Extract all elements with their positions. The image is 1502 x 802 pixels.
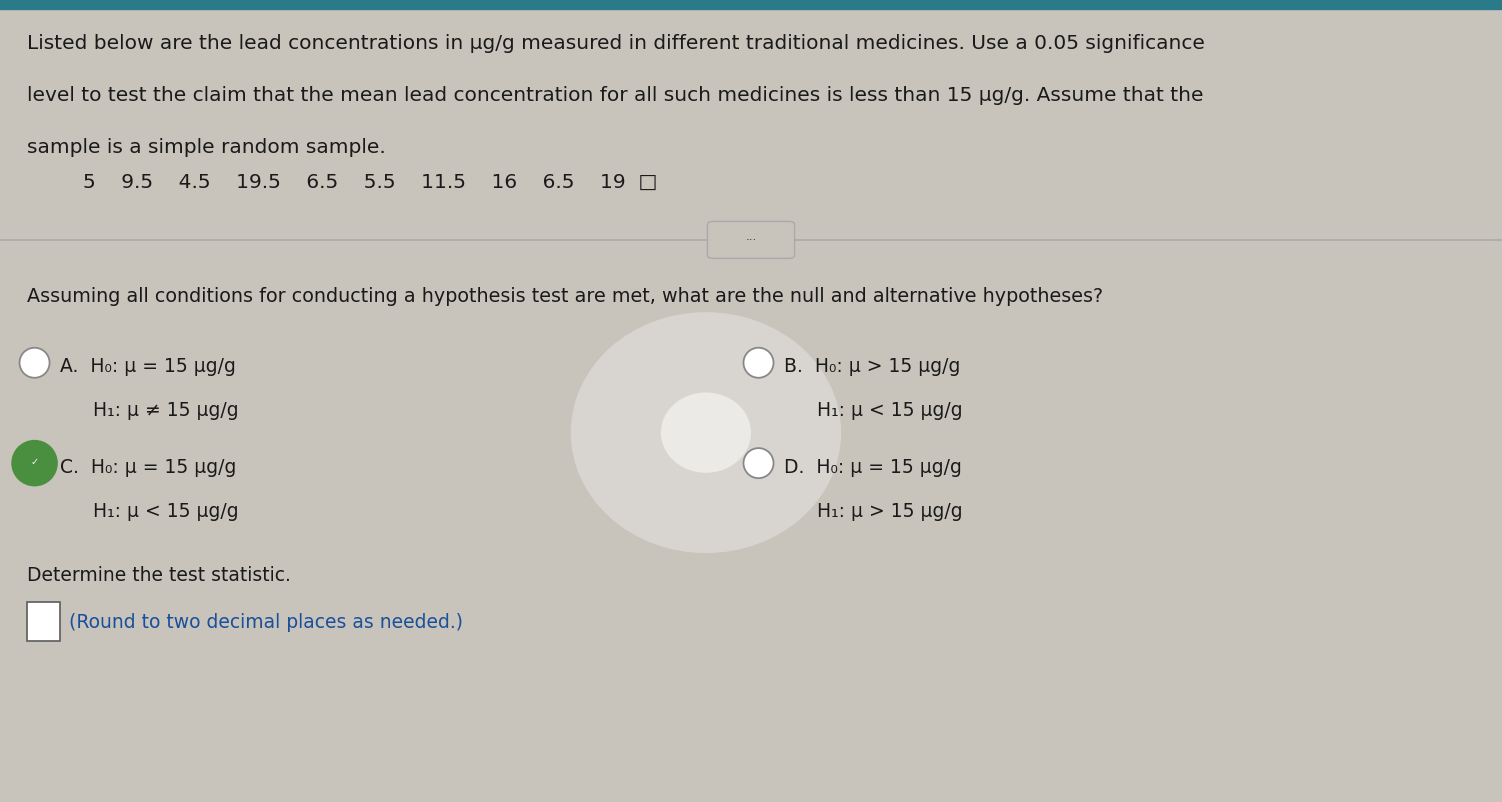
Ellipse shape bbox=[20, 348, 50, 379]
Text: H₁: μ > 15 μg/g: H₁: μ > 15 μg/g bbox=[817, 501, 963, 520]
Text: level to test the claim that the mean lead concentration for all such medicines : level to test the claim that the mean le… bbox=[27, 86, 1203, 105]
FancyBboxPatch shape bbox=[707, 222, 795, 259]
Text: B.  H₀: μ > 15 μg/g: B. H₀: μ > 15 μg/g bbox=[784, 357, 960, 376]
Text: Assuming all conditions for conducting a hypothesis test are met, what are the n: Assuming all conditions for conducting a… bbox=[27, 287, 1102, 306]
FancyBboxPatch shape bbox=[27, 602, 60, 641]
Text: D.  H₀: μ = 15 μg/g: D. H₀: μ = 15 μg/g bbox=[784, 457, 961, 476]
Text: (Round to two decimal places as needed.): (Round to two decimal places as needed.) bbox=[69, 612, 463, 631]
Text: sample is a simple random sample.: sample is a simple random sample. bbox=[27, 138, 386, 157]
Text: Determine the test statistic.: Determine the test statistic. bbox=[27, 565, 291, 585]
Text: 5    9.5    4.5    19.5    6.5    5.5    11.5    16    6.5    19  □: 5 9.5 4.5 19.5 6.5 5.5 11.5 16 6.5 19 □ bbox=[83, 172, 656, 192]
Ellipse shape bbox=[743, 448, 774, 479]
Ellipse shape bbox=[661, 393, 751, 473]
Text: Listed below are the lead concentrations in μg/g measured in different tradition: Listed below are the lead concentrations… bbox=[27, 34, 1205, 53]
Ellipse shape bbox=[571, 313, 841, 553]
Bar bbox=[0, 0, 1502, 10]
Text: ···: ··· bbox=[745, 234, 757, 247]
Text: A.  H₀: μ = 15 μg/g: A. H₀: μ = 15 μg/g bbox=[60, 357, 236, 376]
Text: H₁: μ < 15 μg/g: H₁: μ < 15 μg/g bbox=[817, 401, 963, 420]
Text: C.  H₀: μ = 15 μg/g: C. H₀: μ = 15 μg/g bbox=[60, 457, 236, 476]
Text: H₁: μ < 15 μg/g: H₁: μ < 15 μg/g bbox=[93, 501, 239, 520]
Ellipse shape bbox=[20, 448, 50, 479]
Text: H₁: μ ≠ 15 μg/g: H₁: μ ≠ 15 μg/g bbox=[93, 401, 239, 420]
Ellipse shape bbox=[743, 348, 774, 379]
Ellipse shape bbox=[11, 440, 57, 487]
Text: ✓: ✓ bbox=[30, 456, 39, 466]
